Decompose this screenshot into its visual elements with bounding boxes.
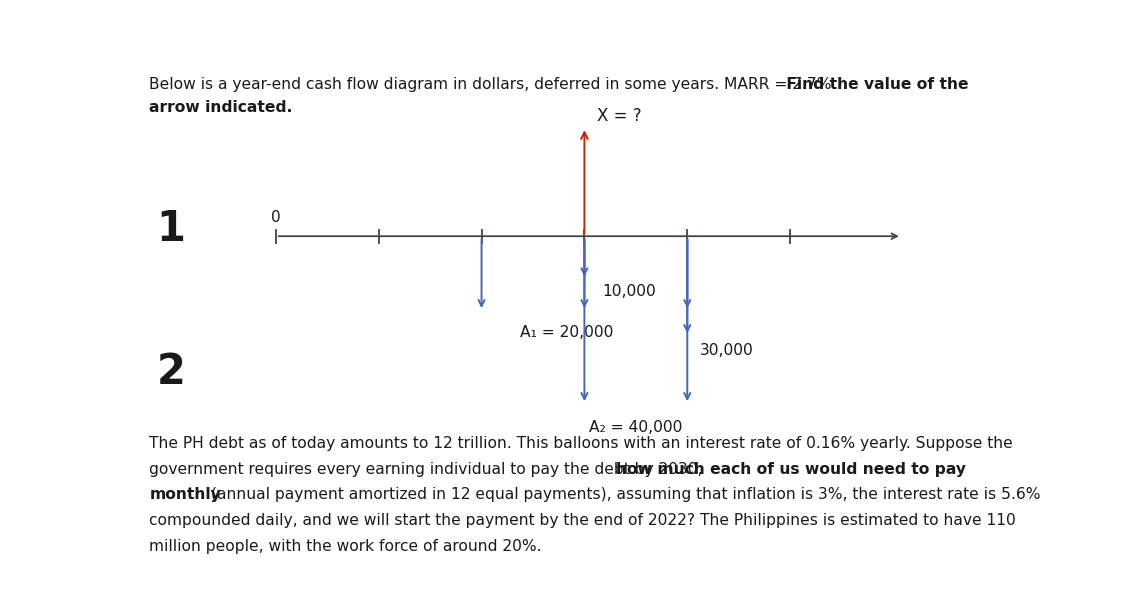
Text: million people, with the work force of around 20%.: million people, with the work force of a…: [150, 539, 542, 554]
Text: 2: 2: [156, 351, 186, 393]
Text: arrow indicated.: arrow indicated.: [150, 100, 292, 115]
Text: X = ?: X = ?: [597, 107, 642, 125]
Text: The PH debt as of today amounts to 12 trillion. This balloons with an interest r: The PH debt as of today amounts to 12 tr…: [150, 436, 1014, 451]
Text: Find the value of the: Find the value of the: [782, 78, 969, 92]
Text: Below is a year-end cash flow diagram in dollars, deferred in some years. MARR =: Below is a year-end cash flow diagram in…: [150, 78, 831, 92]
Text: government requires every earning individual to pay the debt by 2030,: government requires every earning indivi…: [150, 462, 708, 477]
Text: compounded daily, and we will start the payment by the end of 2022? The Philippi: compounded daily, and we will start the …: [150, 514, 1016, 528]
Text: 0: 0: [271, 210, 280, 225]
Text: 30,000: 30,000: [701, 343, 754, 358]
Text: 1: 1: [156, 209, 186, 250]
Text: 10,000: 10,000: [602, 284, 656, 299]
Text: (annual payment amortized in 12 equal payments), assuming that inflation is 3%, : (annual payment amortized in 12 equal pa…: [206, 488, 1041, 502]
Text: monthly: monthly: [150, 488, 222, 502]
Text: A₂ = 40,000: A₂ = 40,000: [590, 420, 683, 435]
Text: A₁ = 20,000: A₁ = 20,000: [520, 325, 613, 340]
Text: how much each of us would need to pay: how much each of us would need to pay: [615, 462, 965, 477]
